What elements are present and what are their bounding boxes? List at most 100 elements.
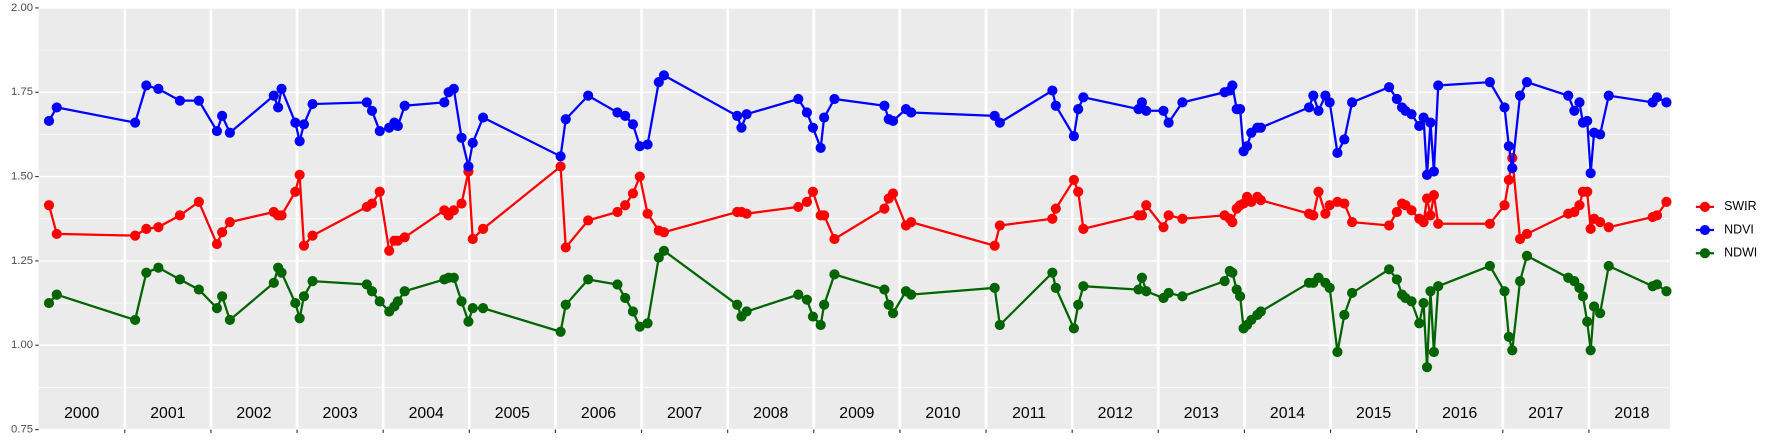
point <box>1047 267 1058 278</box>
point <box>793 201 804 213</box>
point <box>1227 80 1238 91</box>
point <box>634 141 645 152</box>
point <box>1651 92 1663 103</box>
year-label: 2003 <box>323 405 358 422</box>
point <box>732 299 743 310</box>
point <box>1603 222 1614 233</box>
point <box>298 119 310 130</box>
point <box>366 105 378 116</box>
point <box>555 151 566 162</box>
point <box>366 198 378 209</box>
point <box>1433 218 1444 229</box>
point <box>392 296 403 307</box>
year-label: 2014 <box>1270 405 1305 422</box>
point <box>583 215 594 226</box>
point <box>1136 272 1148 283</box>
point <box>994 117 1005 128</box>
point <box>1503 331 1514 342</box>
y-tick-label: 1.00 <box>11 339 33 351</box>
point <box>1073 186 1084 197</box>
point <box>224 127 235 138</box>
point <box>994 220 1005 231</box>
point <box>801 294 813 305</box>
point <box>741 306 752 317</box>
point <box>130 117 141 128</box>
year-label: 2009 <box>839 405 874 422</box>
point <box>1391 93 1402 105</box>
point <box>815 319 826 331</box>
point <box>807 311 819 322</box>
y-tick-label: 2.00 <box>11 2 33 14</box>
point <box>1406 205 1417 216</box>
point <box>883 299 894 310</box>
point <box>467 303 478 314</box>
point <box>1163 287 1174 299</box>
point <box>642 139 653 150</box>
point <box>1651 279 1663 290</box>
point <box>294 136 305 147</box>
point <box>217 291 228 302</box>
point <box>1241 141 1253 152</box>
point <box>392 120 403 132</box>
point <box>1585 168 1596 179</box>
point <box>1574 97 1585 108</box>
point <box>1384 82 1395 93</box>
point <box>1073 104 1084 115</box>
point <box>732 110 743 121</box>
point <box>217 110 228 121</box>
point <box>290 297 301 309</box>
point <box>1425 210 1436 221</box>
point <box>294 313 305 324</box>
point <box>439 97 450 108</box>
point <box>153 262 164 273</box>
point <box>1078 223 1089 234</box>
point <box>793 289 804 300</box>
point <box>819 210 830 221</box>
point <box>620 200 631 211</box>
point <box>456 132 467 143</box>
point <box>276 267 287 278</box>
point <box>1324 200 1335 211</box>
point <box>399 232 410 243</box>
point <box>374 125 385 137</box>
point <box>1255 122 1266 133</box>
point <box>51 102 62 113</box>
point <box>815 142 826 153</box>
point <box>887 115 899 127</box>
point <box>583 274 594 285</box>
point <box>801 107 813 118</box>
point <box>1484 77 1495 88</box>
point <box>1574 200 1585 211</box>
point <box>448 272 459 283</box>
point <box>1484 260 1495 272</box>
point <box>374 296 385 307</box>
point <box>1582 186 1593 197</box>
point <box>807 122 819 133</box>
point <box>1582 316 1593 327</box>
point <box>1339 134 1350 145</box>
point <box>298 240 310 251</box>
year-label: 2017 <box>1528 405 1563 422</box>
point <box>1347 287 1358 299</box>
point <box>1428 346 1439 358</box>
point <box>1347 97 1358 108</box>
point <box>1332 147 1343 159</box>
point <box>366 286 378 297</box>
point <box>1078 92 1089 103</box>
point <box>627 188 639 199</box>
point <box>1227 267 1238 278</box>
point <box>268 90 279 101</box>
point <box>224 314 235 326</box>
point <box>1050 203 1061 214</box>
point <box>463 316 474 327</box>
point <box>1050 282 1061 293</box>
point <box>1384 220 1395 231</box>
y-tick-label: 0.75 <box>11 424 33 436</box>
point <box>1425 117 1436 128</box>
point <box>736 122 747 133</box>
point <box>1574 282 1585 293</box>
point <box>477 303 489 314</box>
point <box>1428 190 1439 201</box>
year-label: 2018 <box>1614 405 1649 422</box>
